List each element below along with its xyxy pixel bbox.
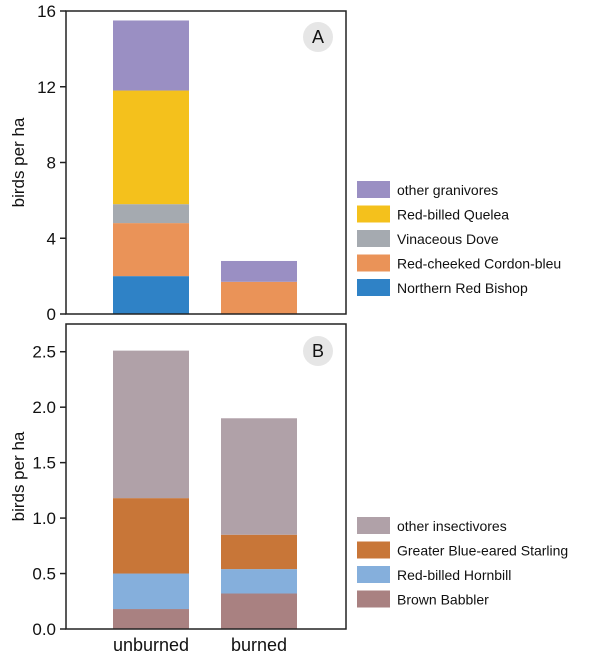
legend-item: other insectivores xyxy=(357,517,507,534)
y-tick-label: 16 xyxy=(37,2,56,21)
legend-swatch xyxy=(357,254,390,272)
bar-segment xyxy=(113,90,189,205)
bar-segment xyxy=(113,276,189,314)
panel-letter: B xyxy=(312,341,324,361)
legend-label: Red-billed Hornbill xyxy=(397,567,511,583)
legend-item: Vinaceous Dove xyxy=(357,230,499,247)
panel-letter: A xyxy=(312,27,324,47)
legend-item: Brown Babbler xyxy=(357,590,489,608)
legend-label: Red-cheeked Cordon-bleu xyxy=(397,256,561,272)
bar-segment xyxy=(221,418,297,535)
legend-label: Vinaceous Dove xyxy=(397,231,499,247)
legend-swatch xyxy=(357,230,390,247)
legend-label: other granivores xyxy=(397,182,498,198)
bar-segment xyxy=(113,204,189,224)
legend-label: Brown Babbler xyxy=(397,592,489,608)
y-axis-title: birds per ha xyxy=(9,431,28,521)
legend-swatch xyxy=(357,279,390,296)
legend-swatch xyxy=(357,541,390,559)
legend-item: Red-billed Hornbill xyxy=(357,566,511,583)
bar-segment xyxy=(113,609,189,629)
legend-swatch xyxy=(357,205,390,223)
plot-frame xyxy=(65,323,347,630)
legend-swatch xyxy=(357,590,390,608)
bar-segment xyxy=(113,498,189,574)
y-tick-label: 1.0 xyxy=(32,509,56,528)
bar-segment xyxy=(221,593,297,629)
legend-label: Northern Red Bishop xyxy=(397,280,528,296)
legend-label: other insectivores xyxy=(397,518,507,534)
legend-item: Red-billed Quelea xyxy=(357,205,509,223)
y-tick-label: 12 xyxy=(37,78,56,97)
x-category-label: burned xyxy=(231,635,287,654)
bar-segment xyxy=(221,534,297,570)
legend-item: Greater Blue-eared Starling xyxy=(357,541,568,559)
legend-label: Red-billed Quelea xyxy=(397,207,509,223)
y-tick-label: 4 xyxy=(47,229,56,248)
bar-segment xyxy=(221,569,297,594)
bar-segment xyxy=(113,223,189,277)
y-tick-label: 2.0 xyxy=(32,398,56,417)
legend-swatch xyxy=(357,181,390,198)
y-tick-label: 0.5 xyxy=(32,565,56,584)
legend-item: Red-cheeked Cordon-bleu xyxy=(357,254,561,272)
bar-segment xyxy=(221,260,297,282)
y-axis-title: birds per ha xyxy=(9,117,28,207)
legend-item: other granivores xyxy=(357,181,498,198)
x-category-label: unburned xyxy=(113,635,189,654)
y-tick-label: 0 xyxy=(47,305,56,324)
y-tick-label: 8 xyxy=(47,154,56,173)
y-tick-label: 2.5 xyxy=(32,343,56,362)
y-tick-label: 1.5 xyxy=(32,454,56,473)
panel-badge xyxy=(303,22,333,52)
legend-label: Greater Blue-eared Starling xyxy=(397,543,568,559)
legend-swatch xyxy=(357,517,390,534)
legend-item: Northern Red Bishop xyxy=(357,279,528,296)
bar-segment xyxy=(113,350,189,499)
plot-frame xyxy=(65,10,347,315)
bar-segment xyxy=(113,573,189,610)
bar-segment xyxy=(221,281,297,314)
legend-swatch xyxy=(357,566,390,583)
y-tick-label: 0.0 xyxy=(32,620,56,639)
bar-segment xyxy=(113,20,189,91)
panel-badge xyxy=(303,336,333,366)
